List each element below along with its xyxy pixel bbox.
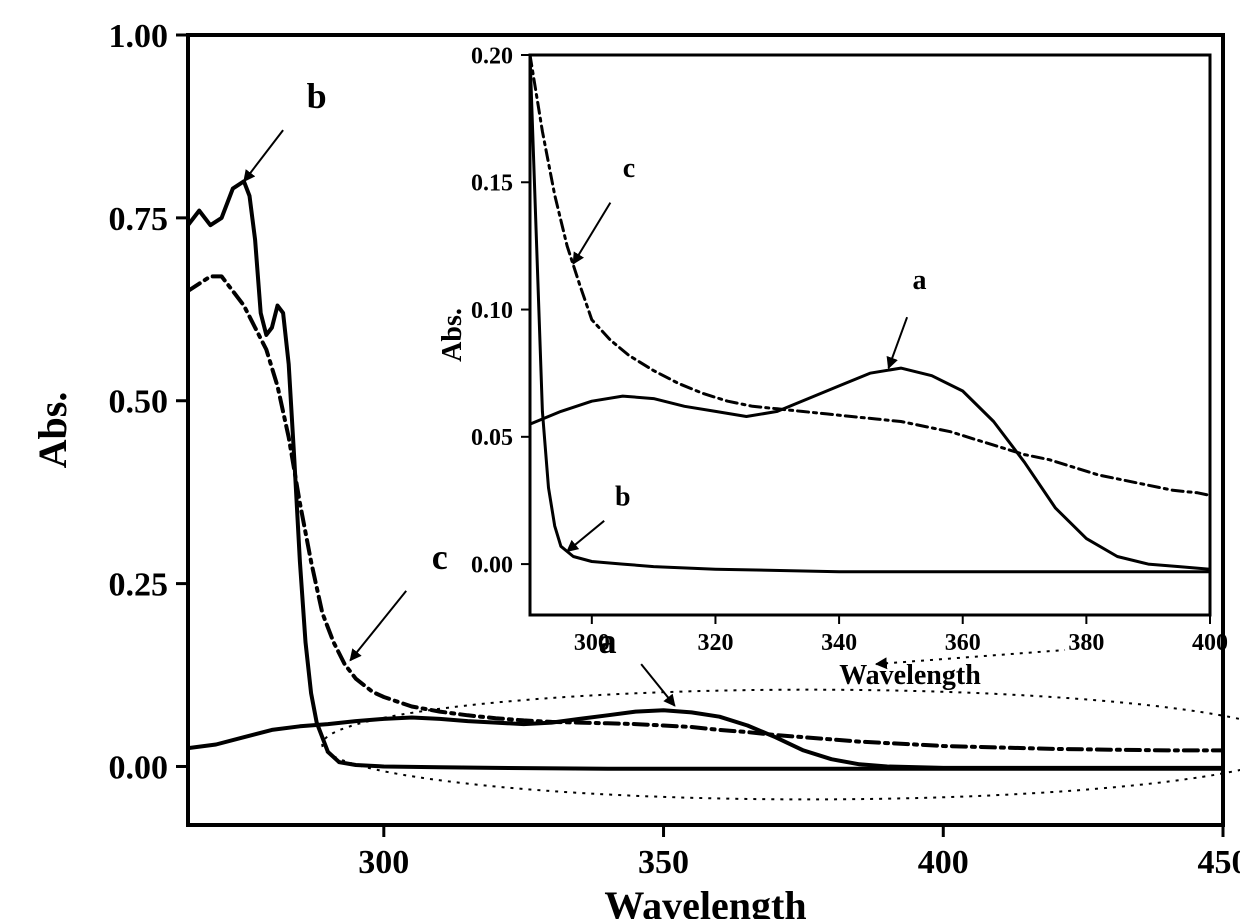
y-axis-label: Abs.	[30, 392, 75, 469]
y-tick-label: 0.15	[471, 171, 513, 197]
x-tick-label: 400	[918, 844, 969, 881]
x-axis-label: Wavelength	[839, 660, 981, 691]
label-c: c	[623, 153, 635, 184]
label-c: c	[432, 537, 448, 577]
x-tick-label: 350	[638, 844, 689, 881]
x-tick-label: 300	[574, 630, 610, 656]
y-tick-label: 0.50	[109, 384, 169, 421]
y-tick-label: 0.75	[109, 201, 169, 238]
y-tick-label: 0.10	[471, 298, 513, 324]
label-b: b	[615, 482, 631, 513]
x-tick-label: 300	[358, 844, 409, 881]
y-tick-label: 1.00	[109, 18, 169, 55]
y-tick-label: 0.00	[471, 552, 513, 578]
x-tick-label: 400	[1192, 630, 1228, 656]
label-a: a	[912, 265, 926, 296]
x-tick-label: 450	[1198, 844, 1240, 881]
y-tick-label: 0.25	[109, 567, 169, 604]
x-tick-label: 360	[945, 630, 981, 656]
x-tick-label: 340	[821, 630, 857, 656]
y-tick-label: 0.00	[109, 749, 169, 786]
label-b: b	[307, 76, 327, 116]
x-tick-label: 320	[697, 630, 733, 656]
x-axis-label: Wavelength	[604, 883, 806, 919]
y-axis-label: Abs.	[437, 308, 468, 362]
x-tick-label: 380	[1068, 630, 1104, 656]
y-tick-label: 0.20	[471, 43, 513, 69]
y-tick-label: 0.05	[471, 425, 513, 451]
